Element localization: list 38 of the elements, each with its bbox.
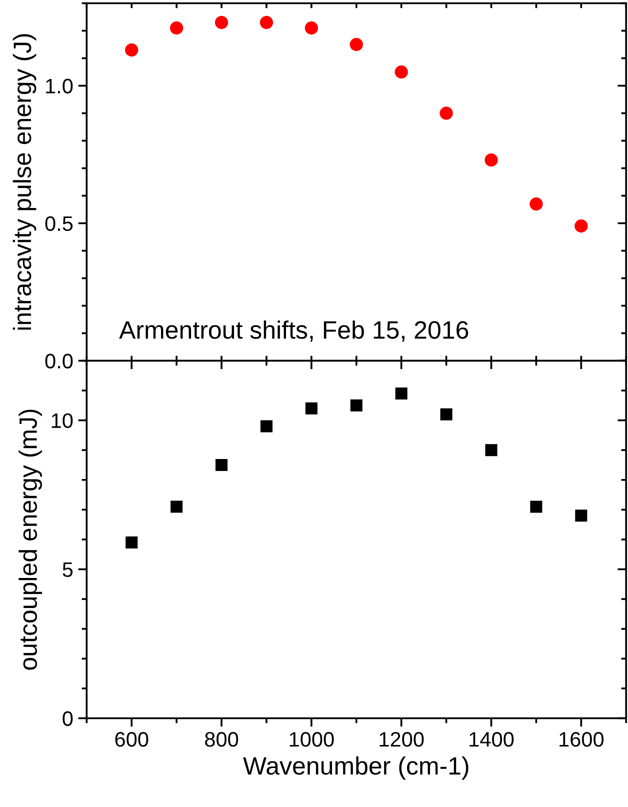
point [214,16,228,30]
point [170,21,184,35]
point [440,106,453,120]
point [484,153,498,167]
x-tick-label: 1400 [470,732,514,747]
y-tick-label: 1.0 [46,78,73,94]
point [260,16,274,30]
point [395,387,408,400]
y-tick-label: 10 [52,413,73,428]
x-tick-label: 1200 [380,732,424,747]
x-tick-label: 1600 [560,732,604,747]
point [126,536,138,548]
point [530,197,543,211]
point [574,219,588,233]
x-tick-label: 600 [115,732,148,747]
y-axis-title: intracavity pulse energy (J) [12,34,36,330]
x-axis-title: Wavenumber (cm-1) [243,756,468,780]
point [305,402,318,414]
point [530,500,542,513]
point [304,21,318,35]
point [216,458,228,472]
annotation: Armentrout shifts, Feb 15, 2016 [119,320,468,342]
y-tick-label: 5 [62,562,73,578]
point [125,43,138,57]
y-tick-label: 0.0 [45,354,73,368]
y-tick-label: 0.5 [45,216,73,231]
point [350,399,362,412]
point [170,500,183,513]
y-axis-title: outcoupled energy (mJ) [18,410,42,670]
point [440,408,452,420]
point [575,510,588,522]
x-tick-label: 800 [205,732,238,747]
point [485,444,498,456]
point [260,420,272,432]
y-tick-label: 0 [62,711,73,726]
point [350,38,363,52]
point [394,65,408,79]
x-tick-label: 1000 [290,732,334,747]
